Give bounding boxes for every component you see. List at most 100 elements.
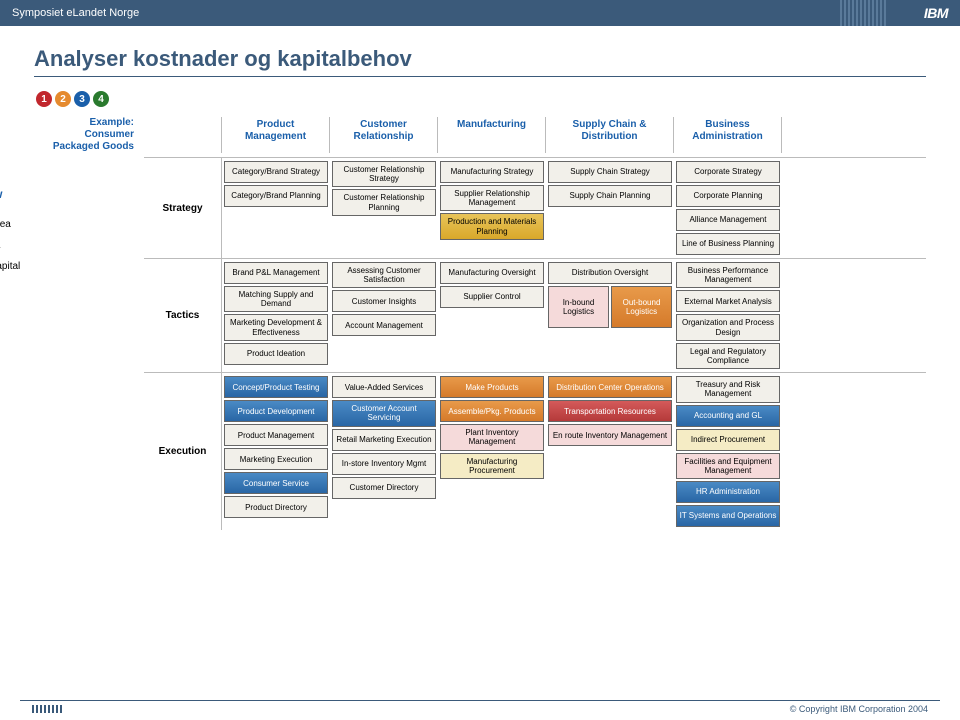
cell-box: Indirect Procurement [676, 429, 780, 451]
cell-box: En route Inventory Management [548, 424, 672, 446]
cell-box: External Market Analysis [676, 290, 780, 312]
cell-box: Corporate Planning [676, 185, 780, 207]
cell-box: Product Ideation [224, 343, 328, 365]
legend-high-cost-capital: High Cost & Capital Area [0, 261, 40, 283]
col-header-cr: Customer Relationship [330, 117, 438, 153]
execution-mf: Make ProductsAssemble/Pkg. ProductsPlant… [438, 373, 546, 530]
step-circles: 1 2 3 4 [36, 91, 926, 107]
cell-box: Value-Added Services [332, 376, 436, 398]
logistics-split: In-bound LogisticsOut-bound Logistics [548, 286, 672, 328]
row-labels: Financial View High Capital Area High Co… [0, 187, 40, 293]
copyright: © Copyright IBM Corporation 2004 [790, 704, 928, 714]
cell-box: Accounting and GL [676, 405, 780, 427]
cell-box: Supply Chain Planning [548, 185, 672, 207]
col-header-sc: Supply Chain & Distribution [546, 117, 674, 153]
execution-row: Execution Concept/Product TestingProduct… [144, 372, 926, 530]
tactics-cr: Assessing Customer SatisfactionCustomer … [330, 259, 438, 372]
cell-box: Alliance Management [676, 209, 780, 231]
tactics-pm: Brand P&L ManagementMatching Supply and … [222, 259, 330, 372]
circle-2: 2 [55, 91, 71, 107]
cell-box: Business Performance Management [676, 262, 780, 288]
strategy-cr: Customer Relationship StrategyCustomer R… [330, 158, 438, 258]
tactics-mf: Manufacturing OversightSupplier Control [438, 259, 546, 372]
cell-box: Account Management [332, 314, 436, 336]
tactics-ba: Business Performance ManagementExternal … [674, 259, 782, 372]
cell-box: Organization and Process Design [676, 314, 780, 340]
cell-box: Customer Directory [332, 477, 436, 499]
footer-bars [32, 705, 62, 713]
execution-sc: Distribution Center OperationsTransporta… [546, 373, 674, 530]
page-title: Analyser kostnader og kapitalbehov [34, 46, 926, 72]
strategy-mf: Manufacturing StrategySupplier Relations… [438, 158, 546, 258]
cell-box: Supplier Control [440, 286, 544, 308]
cell-box: Product Management [224, 424, 328, 446]
cell-box: Out-bound Logistics [611, 286, 672, 328]
col-header-mf: Manufacturing [438, 117, 546, 153]
execution-pm: Concept/Product TestingProduct Developme… [222, 373, 330, 530]
execution-ba: Treasury and Risk Management Accounting a… [674, 373, 782, 530]
cell-box: Legal and Regulatory Compliance [676, 343, 780, 369]
event-name: Symposiet eLandet Norge [12, 7, 139, 19]
strategy-ba: Corporate StrategyCorporate PlanningAlli… [674, 158, 782, 258]
cell-box: Customer Relationship Planning [332, 189, 436, 215]
col-header-ba: Business Administration [674, 117, 782, 153]
cell-box: Supply Chain Strategy [548, 161, 672, 183]
circle-3: 3 [74, 91, 90, 107]
cell-box: Manufacturing Procurement [440, 453, 544, 479]
title-rule [34, 76, 926, 77]
cell-box: Category/Brand Planning [224, 185, 328, 207]
cell-box: HR Administration [676, 481, 780, 503]
tactics-sc: Distribution OversightIn-bound Logistics… [546, 259, 674, 372]
cell-box: Category/Brand Strategy [224, 161, 328, 183]
cell-box: Manufacturing Strategy [440, 161, 544, 183]
legend-high-cost: High Cost Area [0, 240, 40, 251]
phase-execution: Execution [144, 373, 222, 530]
cell-box: Product Directory [224, 496, 328, 518]
col-header-pm: Product Management [222, 117, 330, 153]
phase-tactics: Tactics [144, 259, 222, 372]
cell-box: In-store Inventory Mgmt [332, 453, 436, 475]
cell-box: Retail Marketing Execution [332, 429, 436, 451]
cell-box: Line of Business Planning [676, 233, 780, 255]
circle-1: 1 [36, 91, 52, 107]
tactics-row: Tactics Brand P&L ManagementMatching Sup… [144, 258, 926, 372]
cell-box: Brand P&L Management [224, 262, 328, 284]
cell-box: IT Systems and Operations [676, 505, 780, 527]
cell-box: In-bound Logistics [548, 286, 609, 328]
header-stripes [838, 0, 888, 26]
cell-box: Marketing Development & Effectiveness [224, 314, 328, 340]
cell-box: Marketing Execution [224, 448, 328, 470]
cell-box: Distribution Oversight [548, 262, 672, 284]
cell-box: Production and Materials Planning [440, 213, 544, 239]
cell-box: Transportation Resources [548, 400, 672, 422]
cell-box: Plant Inventory Management [440, 424, 544, 450]
cell-box: Matching Supply and Demand [224, 286, 328, 312]
cell-box: Product Development [224, 400, 328, 422]
financial-view-label: Financial View [0, 187, 40, 201]
ibm-logo: IBM [924, 5, 948, 21]
example-label: Example: Consumer Packaged Goods [44, 117, 144, 153]
cell-box: Assemble/Pkg. Products [440, 400, 544, 422]
circle-4: 4 [93, 91, 109, 107]
cell-box: Concept/Product Testing [224, 376, 328, 398]
legend-high-capital: High Capital Area [0, 219, 40, 230]
slide-header: Symposiet eLandet Norge IBM [0, 0, 960, 26]
cell-box: Consumer Service [224, 472, 328, 494]
strategy-row: Strategy Category/Brand StrategyCategory… [144, 157, 926, 258]
cell-box: Supplier Relationship Management [440, 185, 544, 211]
strategy-pm: Category/Brand StrategyCategory/Brand Pl… [222, 158, 330, 258]
cell-box: Corporate Strategy [676, 161, 780, 183]
cell-box: Treasury and Risk Management [676, 376, 780, 402]
diagram: Example: Consumer Packaged Goods Product… [44, 117, 926, 530]
cell-box: Manufacturing Oversight [440, 262, 544, 284]
cell-box: Assessing Customer Satisfaction [332, 262, 436, 288]
phase-strategy: Strategy [144, 158, 222, 258]
strategy-sc: Supply Chain StrategySupply Chain Planni… [546, 158, 674, 258]
execution-cr: Value-Added ServicesCustomer Account Ser… [330, 373, 438, 530]
cell-box: Distribution Center Operations [548, 376, 672, 398]
cell-box: Customer Relationship Strategy [332, 161, 436, 187]
cell-box: Make Products [440, 376, 544, 398]
column-headers: Example: Consumer Packaged Goods Product… [44, 117, 926, 153]
cell-box: Customer Account Servicing [332, 400, 436, 426]
cell-box: Customer Insights [332, 290, 436, 312]
